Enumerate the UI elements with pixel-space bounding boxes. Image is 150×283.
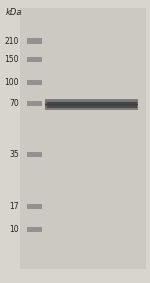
FancyBboxPatch shape bbox=[45, 101, 138, 102]
FancyBboxPatch shape bbox=[45, 100, 138, 101]
FancyBboxPatch shape bbox=[27, 101, 42, 106]
Text: 210: 210 bbox=[4, 37, 19, 46]
Text: 70: 70 bbox=[9, 99, 19, 108]
FancyBboxPatch shape bbox=[45, 106, 138, 107]
FancyBboxPatch shape bbox=[45, 103, 138, 104]
FancyBboxPatch shape bbox=[27, 38, 42, 44]
Text: 100: 100 bbox=[4, 78, 19, 87]
Text: 17: 17 bbox=[9, 202, 19, 211]
FancyBboxPatch shape bbox=[45, 99, 138, 100]
FancyBboxPatch shape bbox=[45, 104, 138, 105]
FancyBboxPatch shape bbox=[45, 105, 138, 106]
FancyBboxPatch shape bbox=[45, 107, 138, 108]
FancyBboxPatch shape bbox=[45, 108, 138, 109]
Text: 35: 35 bbox=[9, 150, 19, 159]
FancyBboxPatch shape bbox=[20, 8, 146, 269]
FancyBboxPatch shape bbox=[27, 204, 42, 209]
FancyBboxPatch shape bbox=[27, 227, 42, 232]
FancyBboxPatch shape bbox=[46, 102, 136, 108]
FancyBboxPatch shape bbox=[45, 109, 138, 110]
FancyBboxPatch shape bbox=[45, 107, 138, 108]
Text: 10: 10 bbox=[9, 225, 19, 234]
FancyBboxPatch shape bbox=[27, 152, 42, 157]
FancyBboxPatch shape bbox=[45, 102, 138, 103]
FancyBboxPatch shape bbox=[27, 57, 42, 62]
Text: 150: 150 bbox=[4, 55, 19, 64]
FancyBboxPatch shape bbox=[27, 80, 42, 85]
Text: kDa: kDa bbox=[5, 8, 22, 17]
